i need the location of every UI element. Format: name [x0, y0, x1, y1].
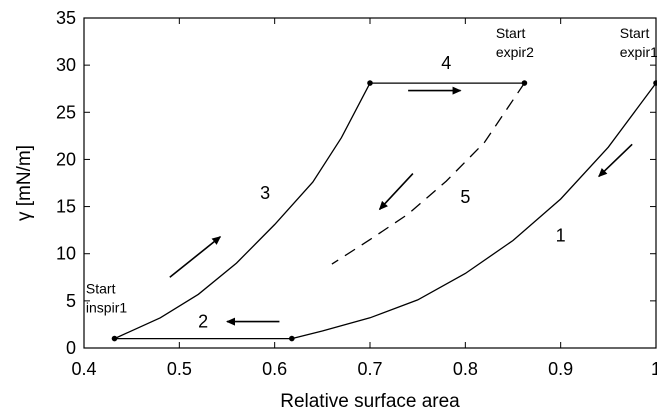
start-annotation-line: Start	[86, 280, 116, 296]
y-tick-label: 25	[56, 102, 76, 122]
series-1-line	[291, 82, 657, 340]
x-tick-label: 0.8	[453, 359, 478, 379]
y-tick-label: 20	[56, 149, 76, 169]
start-annotation: Start expir1	[620, 25, 657, 60]
y-tick-label: 5	[66, 291, 76, 311]
y-tick-label: 35	[56, 8, 76, 28]
y-tick-label: 10	[56, 244, 76, 264]
start-annotation: Start inspir1	[86, 280, 127, 315]
labels: 1 2 3 4 5 Start inspir1 Start expir2 Start expir1	[86, 25, 657, 331]
start-annotation-line: Start	[620, 25, 650, 41]
series-3-line	[114, 82, 371, 340]
start-annotation: Start expir2	[496, 25, 534, 60]
y-tick-label: 15	[56, 197, 76, 217]
x-tick-label: 0.5	[167, 359, 192, 379]
curve-label-1: 1	[556, 225, 566, 245]
start-annotation-line: expir2	[496, 44, 534, 60]
x-tick-label: 0.9	[548, 359, 573, 379]
x-tick-label: 0.7	[357, 359, 382, 379]
x-tick-label: 0.4	[71, 359, 96, 379]
start-annotation-line: Start	[496, 25, 526, 41]
y-tick-label: 0	[66, 338, 76, 358]
data-point	[521, 80, 528, 86]
x-tick-label: 0.6	[262, 359, 287, 379]
data-point	[289, 335, 295, 342]
arrows	[169, 86, 633, 326]
x-tick-label: 1	[651, 359, 657, 379]
y-tick-label: 30	[56, 55, 76, 75]
direction-arrow	[378, 173, 414, 211]
curve-label-5: 5	[460, 187, 470, 207]
data-point	[367, 80, 373, 86]
data-point	[653, 80, 657, 86]
curve-label-4: 4	[441, 53, 451, 73]
data-point	[111, 335, 118, 342]
curves	[114, 82, 657, 340]
direction-arrow	[598, 143, 633, 178]
start-annotation-line: inspir1	[86, 299, 127, 315]
series-5-line	[331, 82, 525, 265]
start-annotation-line: expir1	[620, 44, 657, 60]
y-axis-title: γ [mN/m]	[14, 145, 35, 221]
curve-label-2: 2	[198, 311, 208, 331]
markers	[111, 80, 657, 342]
direction-arrow	[169, 236, 222, 278]
x-axis-title: Relative surface area	[280, 391, 460, 412]
curve-label-3: 3	[260, 183, 270, 203]
plot-area	[83, 17, 657, 349]
